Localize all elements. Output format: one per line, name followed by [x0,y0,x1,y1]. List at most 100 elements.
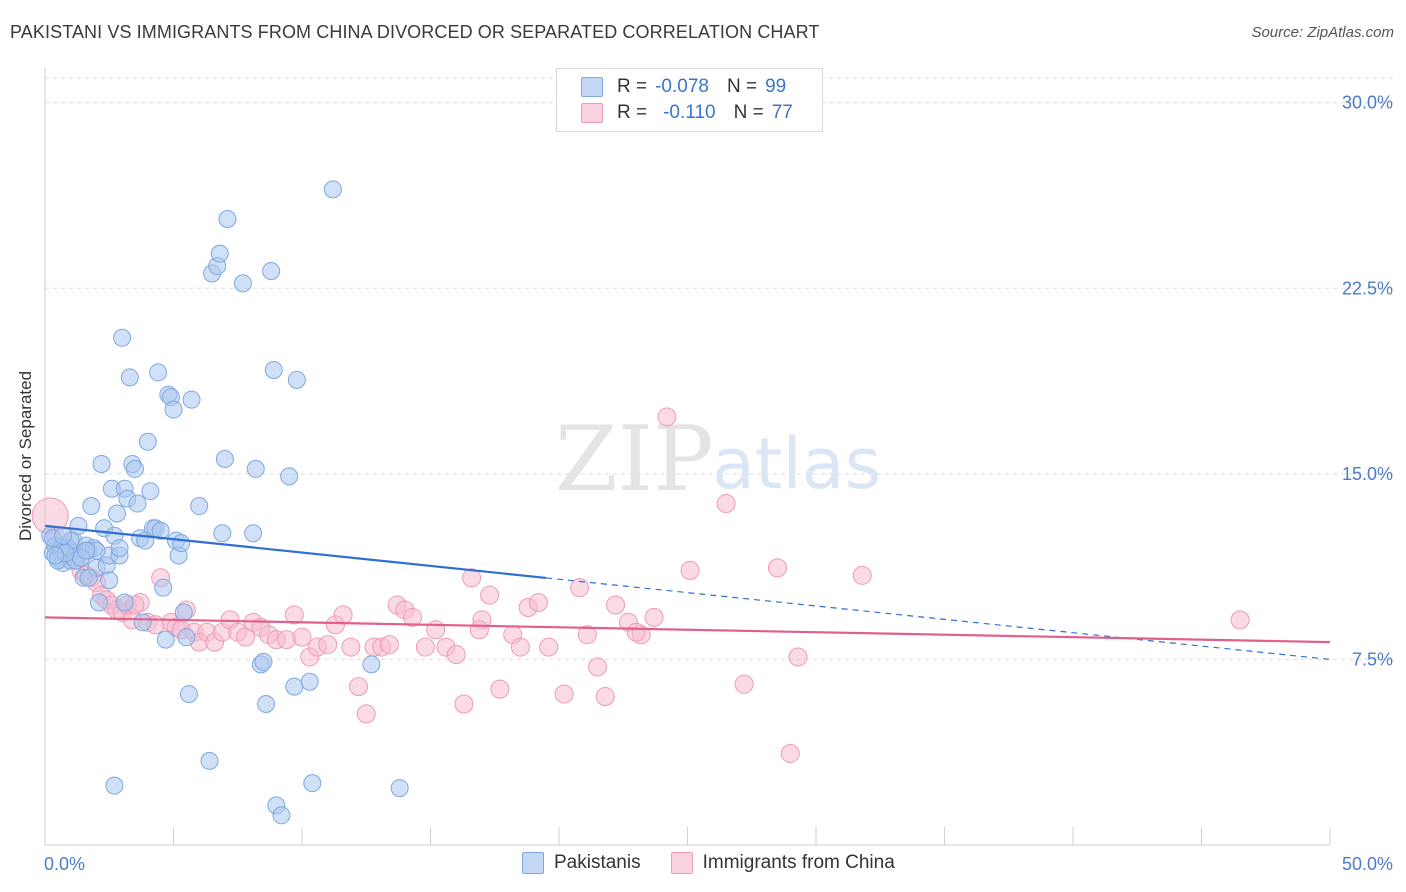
trend-line-pakistanis-extrapolated [546,577,1331,661]
legend-swatch-china [581,103,603,123]
china-point [446,644,466,664]
legend-item-china[interactable]: Immigrants from China [670,852,895,874]
x-tick-label: 50.0% [1342,854,1393,874]
pakistani-point [262,261,281,280]
pakistani-point [46,546,65,565]
pakistani-point [128,494,147,513]
legend-r-value: -0.110 [663,102,716,123]
china-point [379,635,399,655]
y-tick-label: 30.0% [1342,93,1393,113]
china-point [341,637,361,657]
pakistani-point [154,578,173,597]
china-point [734,674,754,694]
china-point [490,679,510,699]
trend-lines [44,524,1331,661]
china-point [554,684,574,704]
pakistani-point [179,685,198,704]
pakistani-point [79,568,98,587]
pakistani-point [105,776,124,795]
legend-swatch-china [670,852,693,874]
series-pakistanis [41,180,409,825]
china-point [788,647,808,667]
legend-r-value: -0.078 [655,76,709,97]
pakistani-point [156,630,175,649]
china-point [510,637,530,657]
china-point [626,622,646,642]
pakistani-point [215,450,234,469]
china-point [680,560,700,580]
trend-line-china [44,616,1331,644]
y-tick-label: 22.5% [1342,278,1393,298]
china-point [284,605,304,625]
pakistani-point [69,516,88,535]
legend-n-value: 99 [765,76,787,97]
china-point [1230,610,1250,630]
pakistani-point [53,526,72,545]
pakistani-point [151,521,170,540]
x-tick-label: 0.0% [44,854,85,874]
china-point [852,565,872,585]
china-point [644,607,664,627]
grid-lines [45,77,1395,660]
china-point [588,657,608,677]
stats-legend: R = -0.078 N = 99 R = -0.110 N = 77 [556,68,823,132]
pakistani-point [210,244,229,263]
pakistani-point [303,774,322,793]
legend-row-pakistanis: R = -0.078 N = 99 [581,75,786,99]
pakistani-point [100,571,119,590]
pakistani-point [233,274,252,293]
china-point [606,595,626,615]
pakistani-point [113,328,132,347]
pakistani-point [280,467,299,486]
pakistani-point [218,210,237,229]
pakistani-point [138,432,157,451]
china-point [403,607,423,627]
pakistani-point [92,454,111,473]
china-point [318,635,338,655]
pakistani-point [362,655,381,674]
pakistani-point [190,497,209,516]
pakistani-point [323,180,342,199]
pakistani-point [125,459,144,478]
legend-r-label: R = [617,76,648,97]
legend-swatch-pakistanis [522,852,544,874]
china-point [767,558,787,578]
china-point [595,687,615,707]
pakistani-point [120,368,139,387]
axes [44,68,1331,846]
y-tick-label: 7.5% [1352,649,1393,669]
pakistani-point [149,363,168,382]
tick-labels: 7.5% 15.0% 22.5% 30.0% 0.0% 50.0% [44,93,1393,874]
legend-item-pakistanis[interactable]: Pakistanis [522,852,641,874]
pakistani-point [182,390,201,409]
china-point [657,407,677,427]
pakistani-point [110,539,129,558]
pakistani-point [77,541,96,560]
pakistani-point [177,628,196,647]
china-point [333,605,353,625]
china-point [454,694,474,714]
pakistani-point [254,652,273,671]
pakistani-point [213,524,232,543]
pakistani-point [115,593,134,612]
legend-row-china: R = -0.110 N = 77 [581,101,793,125]
y-tick-label: 15.0% [1342,464,1393,484]
china-point [462,568,482,588]
legend-label-pakistanis: Pakistanis [554,852,641,873]
pakistani-point [390,779,409,798]
series-legend: Pakistanis Immigrants from China [522,852,925,874]
pakistani-point [174,603,193,622]
china-point [577,625,597,645]
pakistani-point [164,400,183,419]
pakistani-point [287,370,306,389]
pakistani-point [172,534,191,553]
pakistani-point [82,497,101,516]
china-point [528,593,548,613]
pakistani-point [264,360,283,379]
china-point [780,743,800,763]
pakistani-point [257,694,276,713]
china-point [356,704,376,724]
china-point [570,578,590,598]
legend-label-china: Immigrants from China [702,852,895,873]
